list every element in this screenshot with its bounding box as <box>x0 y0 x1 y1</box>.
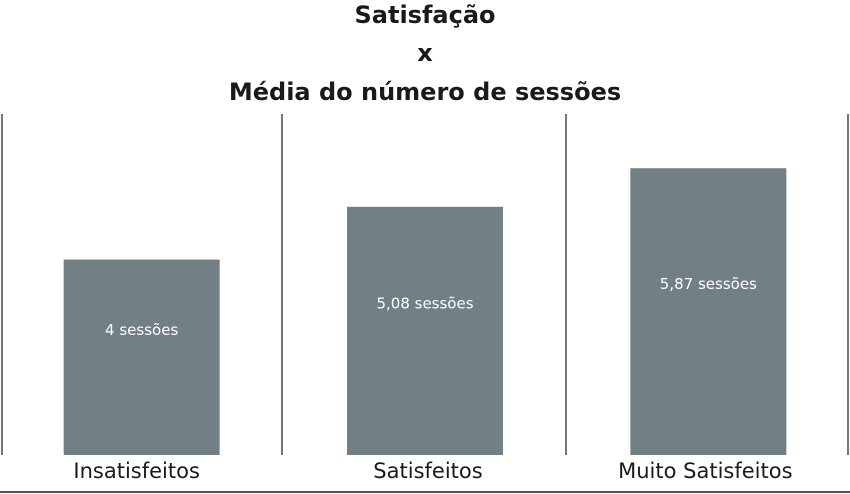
category-label: Satisfeitos <box>373 459 482 483</box>
bar-data-label: 5,08 sessões <box>376 294 473 312</box>
category-labels-group: Insatisfeitos Satisfeitos Muito Satisfeito… <box>73 459 792 483</box>
bars-group <box>63 168 787 456</box>
category-label: Muito Satisfeitos <box>618 459 792 483</box>
bar-2 <box>630 168 787 456</box>
chart-title-line-3: Média do número de sessões <box>228 78 622 106</box>
category-separators <box>1 114 849 455</box>
chart-title-line-2: x <box>417 39 433 67</box>
bar-data-label: 4 sessões <box>105 321 178 339</box>
chart-title-line-1: Satisfação <box>354 1 496 29</box>
bar-labels-group: 4 sessões 5,08 sessões 5,87 sessões <box>105 275 757 339</box>
bar-0 <box>63 259 220 455</box>
category-label: Insatisfeitos <box>73 459 200 483</box>
bar-data-label: 5,87 sessões <box>660 275 757 293</box>
bar-1 <box>347 206 503 455</box>
